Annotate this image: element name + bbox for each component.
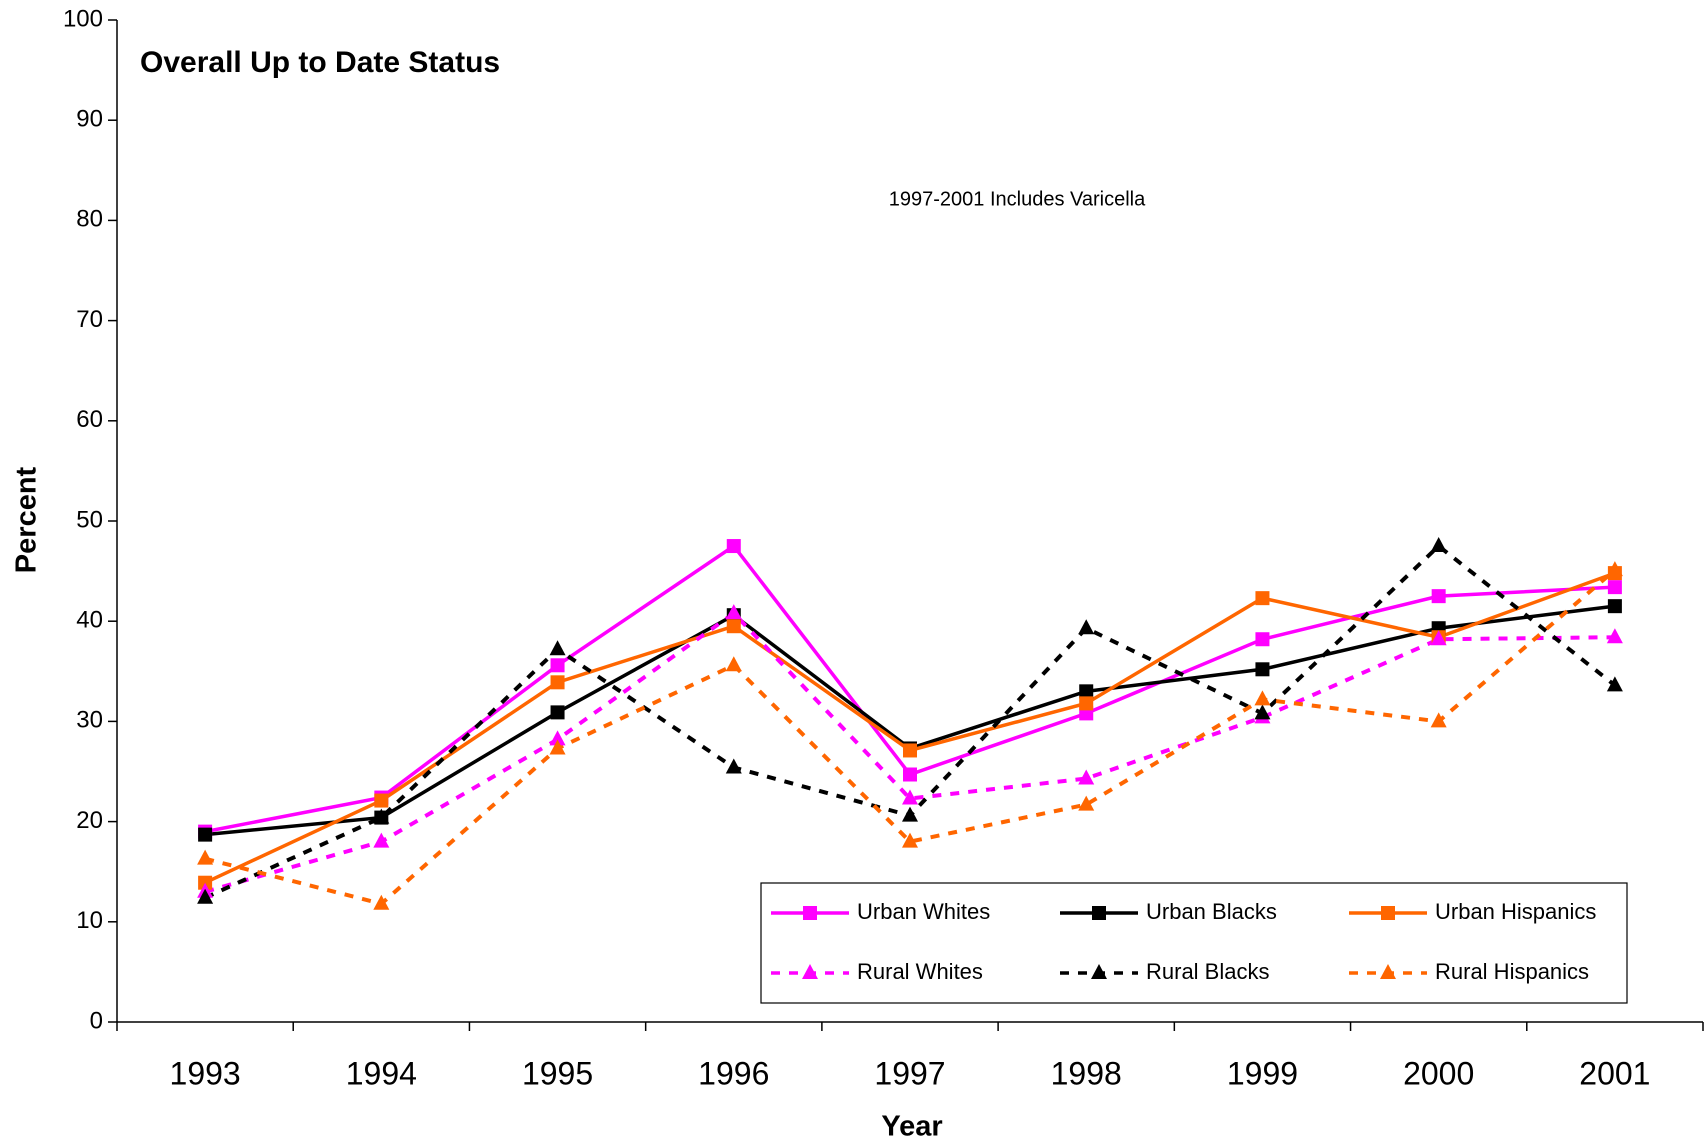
marker xyxy=(373,894,390,910)
marker xyxy=(903,767,917,782)
x-tick-label: 2001 xyxy=(1579,1055,1650,1091)
marker xyxy=(725,758,742,774)
y-tick-label: 60 xyxy=(76,406,103,433)
legend-marker xyxy=(802,964,818,979)
marker xyxy=(1078,619,1095,635)
x-tick-label: 1996 xyxy=(698,1055,769,1091)
y-axis-title: Percent xyxy=(11,466,43,573)
marker xyxy=(726,539,741,554)
y-tick-label: 70 xyxy=(76,306,103,333)
marker xyxy=(1078,795,1095,811)
x-tick-label: 1998 xyxy=(1051,1055,1122,1091)
x-axis-title: Year xyxy=(881,1111,942,1143)
marker xyxy=(549,730,566,746)
marker xyxy=(1431,589,1446,604)
marker xyxy=(902,832,918,848)
x-tick-label: 1993 xyxy=(170,1055,241,1091)
legend: Urban Whites Urban Blacks Urban Hispanics R… xyxy=(760,882,1628,1004)
series-line xyxy=(204,610,1615,894)
marker xyxy=(725,604,742,620)
y-tick-label: 30 xyxy=(76,707,103,734)
marker xyxy=(1255,591,1270,606)
legend-label: Urban Whites xyxy=(857,899,990,924)
marker xyxy=(1254,704,1271,720)
y-tick-label: 90 xyxy=(76,106,103,133)
y-tick-label: 10 xyxy=(76,907,103,934)
marker xyxy=(1430,630,1447,646)
marker xyxy=(550,705,565,720)
marker xyxy=(1607,580,1622,595)
marker xyxy=(549,640,566,656)
marker xyxy=(1606,676,1623,692)
legend-label: Rural Blacks xyxy=(1146,959,1269,984)
legend-label: Urban Hispanics xyxy=(1435,899,1596,924)
y-tick-label: 100 xyxy=(63,5,103,32)
marker xyxy=(1606,628,1623,644)
marker xyxy=(198,875,213,890)
marker xyxy=(1079,696,1094,711)
marker xyxy=(902,789,918,805)
marker xyxy=(197,849,214,865)
legend-marker xyxy=(1091,964,1107,979)
legend-label: Urban Blacks xyxy=(1146,899,1277,924)
y-tick-label: 50 xyxy=(76,506,103,533)
legend-label: Rural Hispanics xyxy=(1435,959,1589,984)
y-tick-label: 40 xyxy=(76,607,103,634)
y-tick-label: 0 xyxy=(90,1007,103,1034)
x-tick-label: 2000 xyxy=(1403,1055,1474,1091)
marker xyxy=(1606,561,1623,577)
x-tick-label: 1995 xyxy=(522,1055,593,1091)
y-tick-label: 80 xyxy=(76,206,103,233)
marker xyxy=(550,675,565,690)
marker xyxy=(726,619,741,634)
x-tick-label: 1999 xyxy=(1227,1055,1298,1091)
legend-marker xyxy=(1092,906,1106,920)
marker xyxy=(549,739,566,755)
marker xyxy=(1254,690,1271,706)
marker xyxy=(1430,537,1447,553)
marker xyxy=(902,806,918,822)
legend-label: Rural Whites xyxy=(857,959,983,984)
marker xyxy=(1255,662,1270,677)
legend-marker xyxy=(1380,964,1396,979)
legend-marker xyxy=(803,906,817,920)
marker xyxy=(903,743,917,758)
x-tick-label: 1997 xyxy=(874,1055,945,1091)
marker xyxy=(1255,632,1270,647)
series-line xyxy=(204,568,1617,906)
marker xyxy=(1607,599,1622,614)
marker xyxy=(1079,684,1094,699)
marker xyxy=(197,888,214,904)
marker xyxy=(373,832,390,848)
marker xyxy=(373,808,390,824)
legend-box xyxy=(760,882,1628,1004)
marker xyxy=(374,793,389,808)
marker xyxy=(725,656,742,672)
chart-title: Overall Up to Date Status xyxy=(140,46,500,79)
marker xyxy=(1430,712,1447,728)
marker xyxy=(1078,769,1095,785)
legend-marker xyxy=(1381,906,1395,920)
marker xyxy=(550,658,565,673)
y-tick-label: 20 xyxy=(76,807,103,834)
series-line xyxy=(204,543,1615,834)
marker xyxy=(198,827,213,842)
annotation: 1997-2001 Includes Varicella xyxy=(889,188,1146,210)
x-tick-label: 1994 xyxy=(346,1055,417,1091)
